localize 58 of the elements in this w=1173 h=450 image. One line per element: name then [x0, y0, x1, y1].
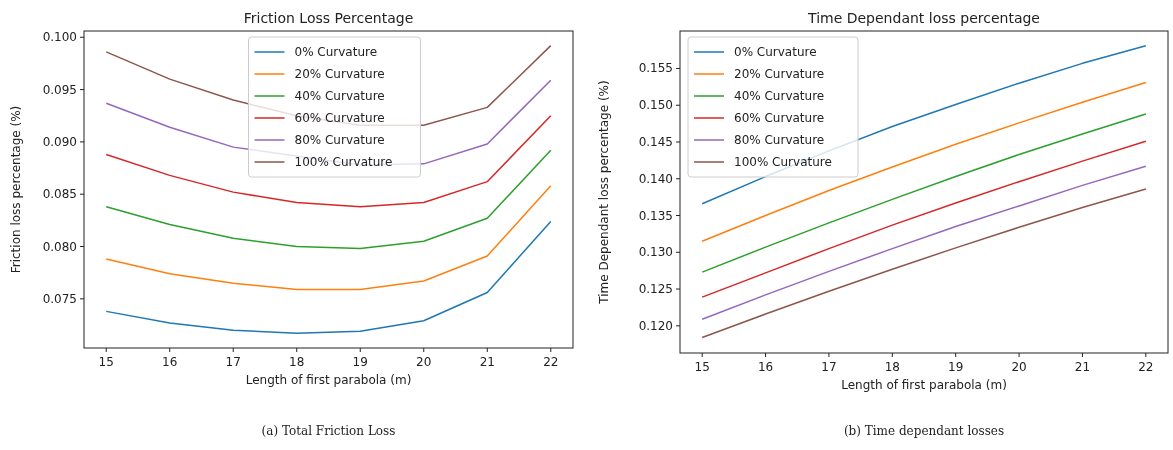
x-tick-label: 19: [352, 355, 368, 369]
line-series: [701, 165, 1147, 320]
x-tick-label: 15: [694, 360, 710, 374]
legend-label: 40% Curvature: [734, 89, 825, 103]
x-axis-title: Length of first parabola (m): [841, 378, 1007, 392]
y-tick-label: 0.120: [638, 318, 673, 333]
chart-title: Friction Loss Percentage: [243, 10, 414, 26]
y-tick-label: 0.155: [638, 61, 673, 76]
x-tick-label: 18: [289, 355, 305, 369]
line-series: [701, 81, 1147, 243]
y-tick-label: 0.125: [638, 282, 673, 297]
y-tick-label: 0.095: [42, 82, 77, 97]
x-tick-label: 19: [948, 360, 964, 374]
x-tick-label: 20: [1011, 360, 1027, 374]
chart-title: Time Dependant loss percentage: [807, 10, 1040, 26]
line-series: [701, 188, 1147, 339]
line-series: [105, 149, 552, 250]
legend-label: 0% Curvature: [294, 45, 378, 59]
y-tick-label: 0.130: [638, 245, 673, 260]
x-tick-label: 16: [757, 360, 774, 374]
y-tick-label: 0.135: [638, 208, 673, 223]
x-tick-label: 17: [225, 355, 241, 369]
legend-label: 100% Curvature: [294, 155, 393, 169]
x-tick-label: 15: [98, 355, 114, 369]
legend-label: 40% Curvature: [294, 89, 385, 103]
x-tick-label: 22: [1138, 360, 1154, 374]
y-tick-label: 0.075: [42, 291, 77, 306]
x-tick-label: 17: [821, 360, 837, 374]
x-tick-label: 21: [479, 355, 495, 369]
line-series: [701, 113, 1147, 273]
text: (a) Total Friction Loss: [261, 424, 396, 438]
line-series: [105, 220, 552, 335]
y-tick-label: 0.140: [638, 171, 673, 186]
x-axis-title: Length of first parabola (m): [245, 373, 412, 387]
legend-label: 80% Curvature: [734, 133, 825, 147]
text: (b) Time dependant losses: [843, 424, 1005, 438]
y-tick-label: 0.080: [42, 239, 77, 254]
legend-label: 20% Curvature: [734, 67, 825, 81]
x-tick-label: 22: [543, 355, 559, 369]
y-tick-label: 0.145: [638, 135, 673, 150]
y-tick-label: 0.150: [638, 98, 673, 113]
y-tick-label: 0.090: [42, 134, 77, 149]
y-axis-title: Time Dependant loss percentage (%): [597, 80, 611, 305]
x-tick-label: 18: [884, 360, 900, 374]
line-series: [105, 185, 552, 291]
legend-label: 100% Curvature: [734, 155, 832, 169]
legend-label: 80% Curvature: [294, 133, 385, 147]
line-series: [105, 114, 552, 208]
legend-label: 0% Curvature: [734, 45, 817, 59]
x-tick-label: 20: [416, 355, 432, 369]
y-axis-title: Friction loss percentage (%): [9, 105, 23, 274]
legend-label: 60% Curvature: [734, 111, 825, 125]
x-tick-label: 16: [162, 355, 178, 369]
legend-label: 20% Curvature: [294, 67, 385, 81]
x-tick-label: 21: [1074, 360, 1091, 374]
y-tick-label: 0.100: [42, 30, 77, 45]
legend-label: 60% Curvature: [294, 111, 385, 125]
y-tick-label: 0.085: [42, 187, 77, 202]
